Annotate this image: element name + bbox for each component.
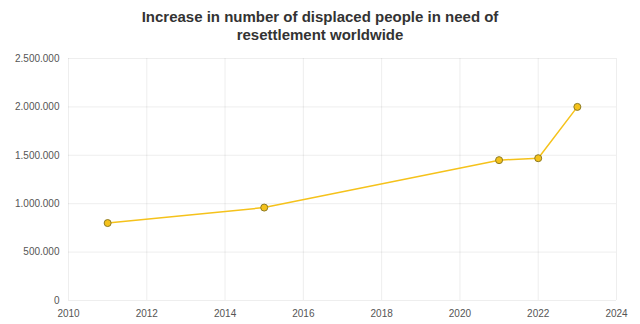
svg-text:500.000: 500.000 xyxy=(23,246,60,257)
svg-text:1.000.000: 1.000.000 xyxy=(15,198,60,209)
svg-text:2012: 2012 xyxy=(136,308,159,319)
svg-text:2.500.000: 2.500.000 xyxy=(15,53,60,64)
svg-text:2022: 2022 xyxy=(527,308,550,319)
svg-text:2014: 2014 xyxy=(214,308,237,319)
svg-text:2010: 2010 xyxy=(57,308,80,319)
svg-text:2024: 2024 xyxy=(605,308,628,319)
svg-text:2016: 2016 xyxy=(292,308,315,319)
html-text:Increase in number of displace: Increase in number of displaced people i… xyxy=(141,8,499,43)
svg-text:2020: 2020 xyxy=(449,308,472,319)
svg-text:2018: 2018 xyxy=(371,308,394,319)
svg-text:2.000.000: 2.000.000 xyxy=(15,101,60,112)
svg-text:0: 0 xyxy=(54,295,60,306)
svg-text:1.500.000: 1.500.000 xyxy=(15,150,60,161)
